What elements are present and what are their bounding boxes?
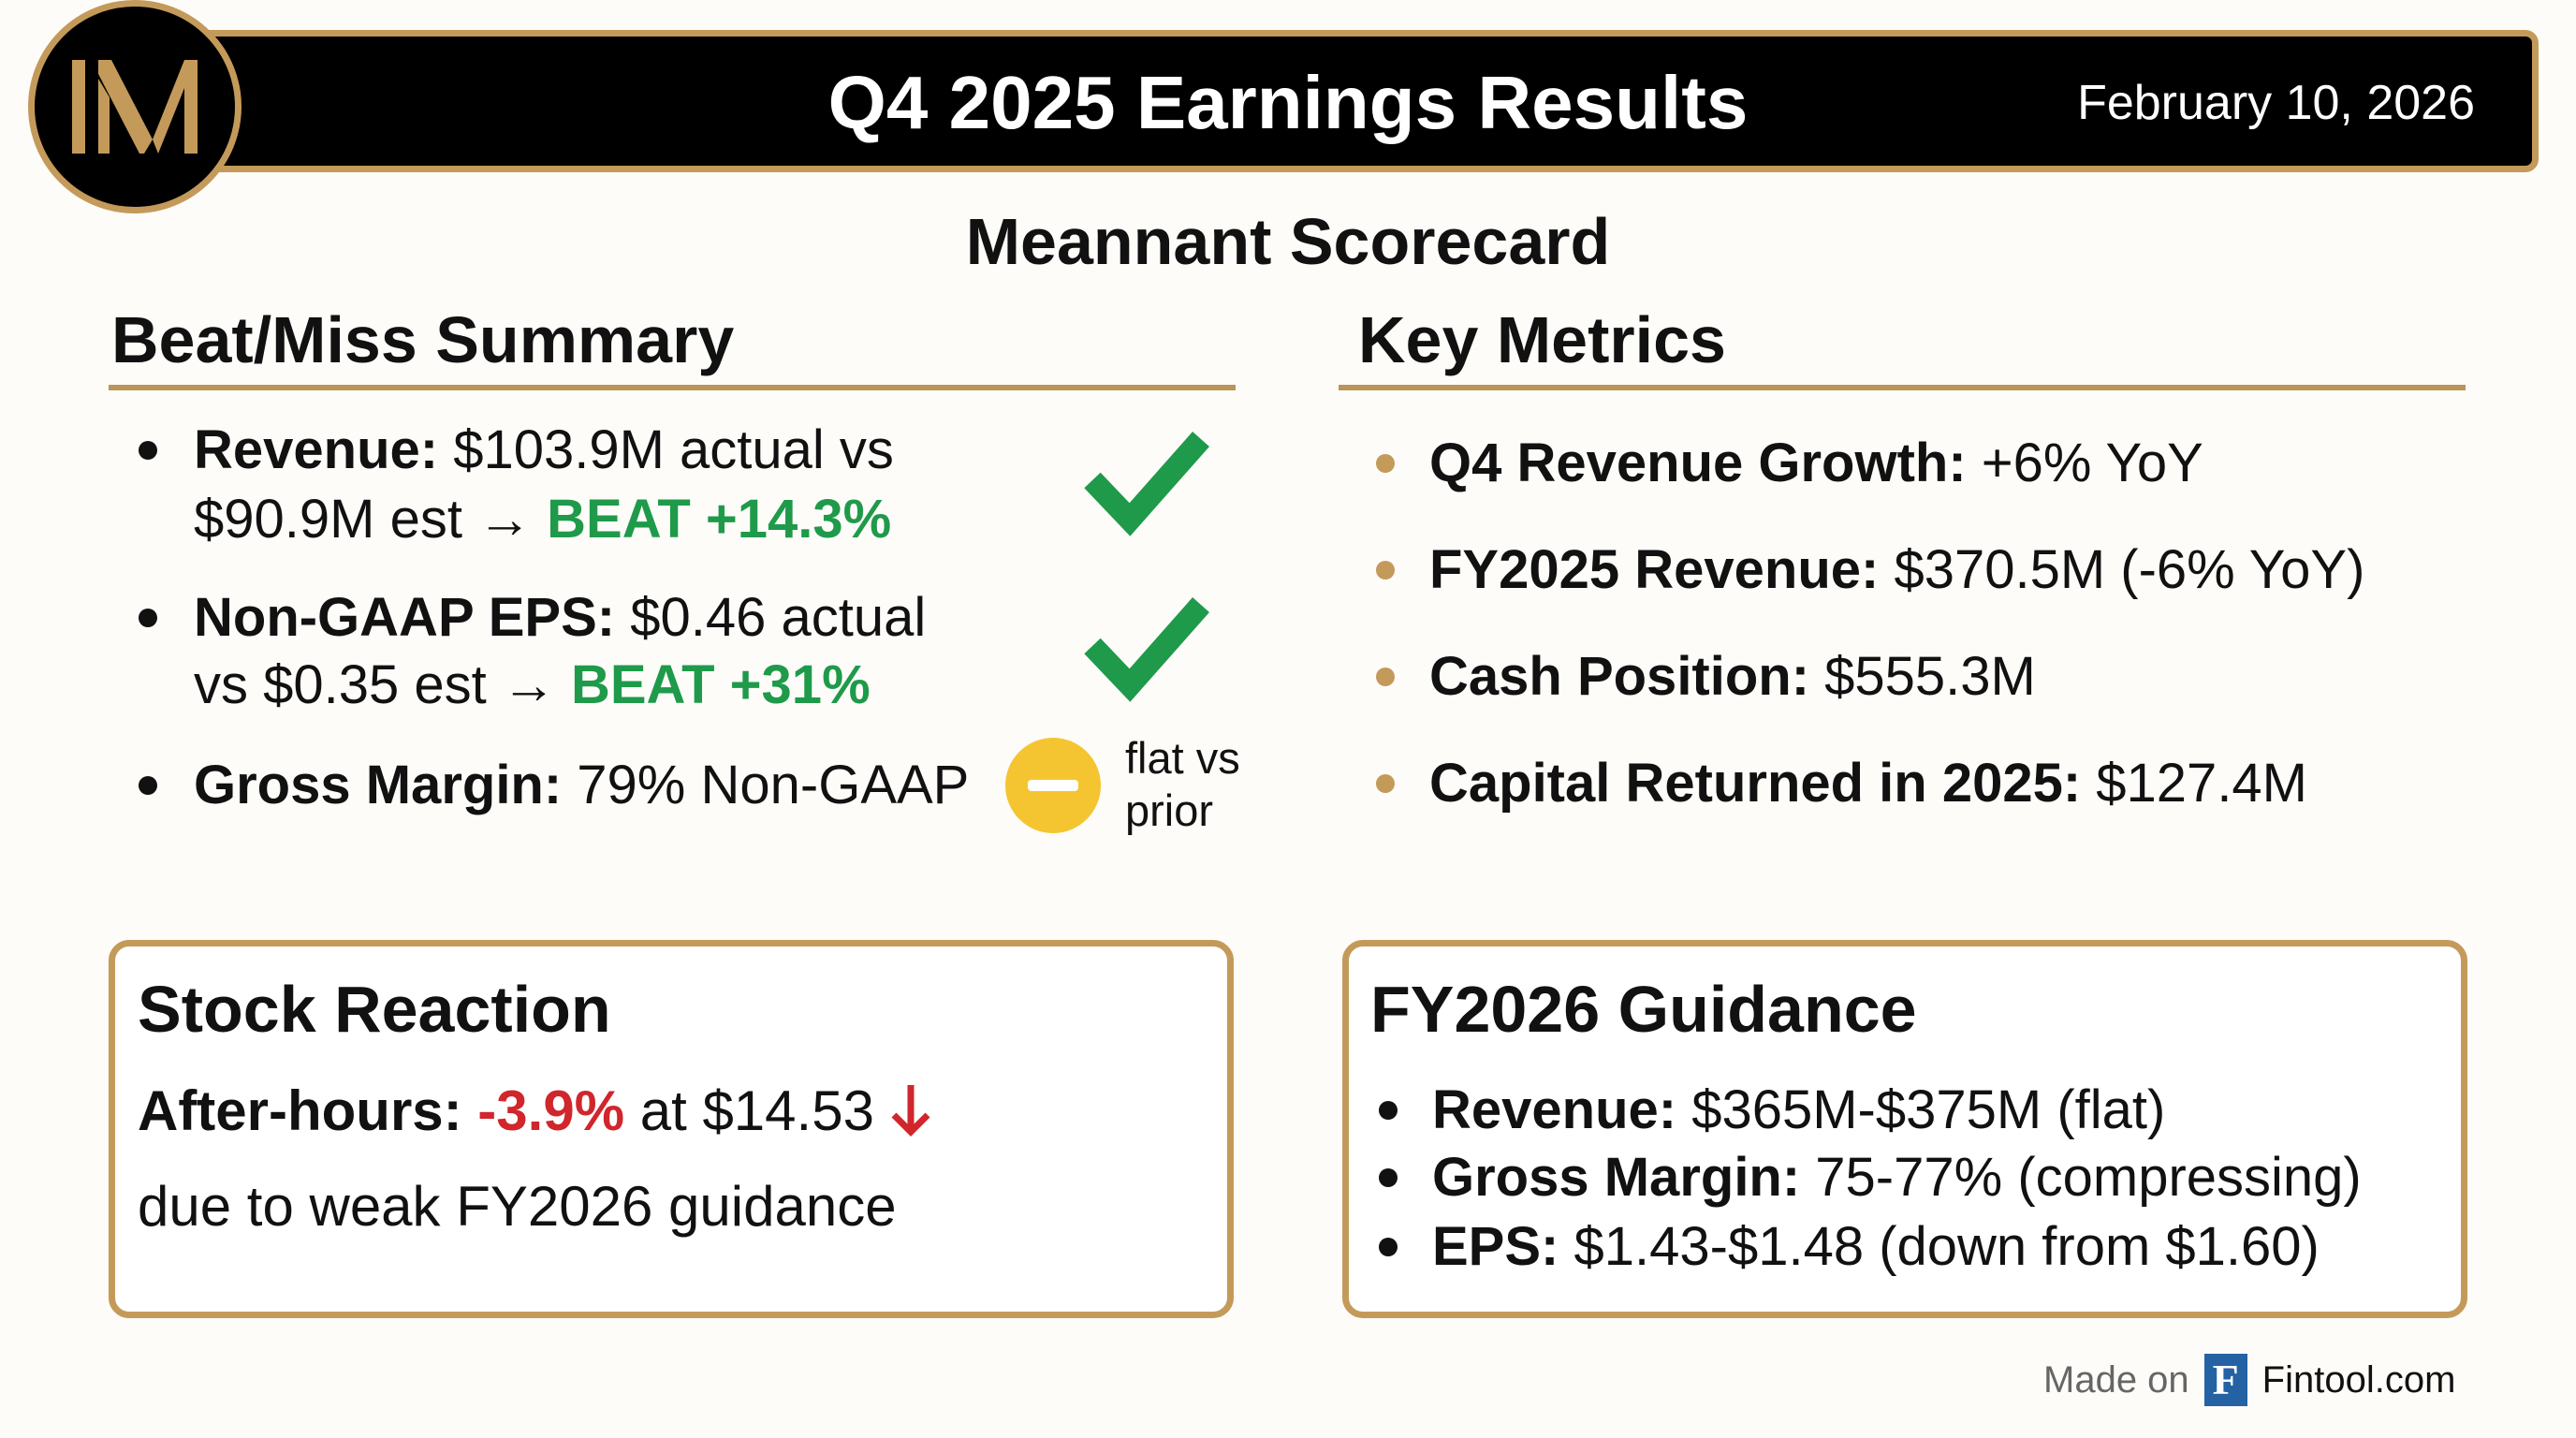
report-date: February 10, 2026 — [2077, 76, 2475, 130]
eps-result: BEAT +31% — [570, 654, 871, 715]
metric-fy-revenue: FY2025 Revenue: $370.5M (-6% YoY) — [1429, 539, 2365, 600]
header-bar — [197, 30, 2539, 172]
bullet — [1379, 1238, 1398, 1256]
divider — [1339, 385, 2466, 390]
made-on-label: Made on — [2043, 1358, 2189, 1401]
company-logo — [28, 0, 242, 213]
logo-icon — [72, 60, 198, 154]
stock-reason: due to weak FY2026 guidance — [138, 1175, 897, 1238]
fintool-link[interactable]: Fintool.com — [2261, 1358, 2456, 1401]
bullet — [139, 776, 157, 795]
revenue-result: BEAT +14.3% — [547, 489, 892, 550]
flat-note: flat vs prior — [1125, 733, 1240, 835]
check-icon — [1084, 597, 1209, 702]
after-hours-line: After-hours: -3.9% at $14.53 — [138, 1078, 931, 1144]
bullet — [1379, 1168, 1398, 1187]
fintool-logo-icon: F — [2203, 1354, 2247, 1406]
bullet — [139, 609, 157, 627]
footer-credit[interactable]: Made on F Fintool.com — [2043, 1354, 2455, 1406]
stock-reaction-heading: Stock Reaction — [138, 973, 611, 1046]
subtitle: Meannant Scorecard — [965, 205, 1611, 278]
eps-line2: vs $0.35 est → BEAT +31% — [194, 654, 871, 715]
bullet — [1379, 1101, 1398, 1120]
eps-line1: Non-GAAP EPS: $0.46 actual — [194, 587, 927, 648]
metric-cash: Cash Position: $555.3M — [1429, 646, 2036, 707]
bullet — [1376, 668, 1395, 686]
page-title: Q4 2025 Earnings Results — [827, 61, 1749, 144]
guidance-heading: FY2026 Guidance — [1370, 973, 1917, 1046]
gross-margin-line: Gross Margin: 79% Non-GAAP — [194, 755, 970, 815]
stock-reaction-card — [109, 940, 1234, 1318]
guidance-eps: EPS: $1.43-$1.48 (down from $1.60) — [1432, 1216, 2320, 1277]
bullet — [1376, 774, 1395, 793]
arrow-down-icon — [891, 1085, 930, 1137]
bullet — [1376, 561, 1395, 580]
bullet — [1376, 454, 1395, 473]
metric-capital-returned: Capital Returned in 2025: $127.4M — [1429, 753, 2307, 814]
beat-miss-heading: Beat/Miss Summary — [111, 303, 735, 376]
metric-q4-growth: Q4 Revenue Growth: +6% YoY — [1429, 433, 2203, 493]
guidance-gross-margin: Gross Margin: 75-77% (compressing) — [1432, 1147, 2362, 1208]
check-icon — [1084, 432, 1209, 536]
flat-icon — [1005, 738, 1101, 833]
guidance-revenue: Revenue: $365M-$375M (flat) — [1432, 1079, 2166, 1140]
key-metrics-heading: Key Metrics — [1358, 303, 1726, 376]
bullet — [139, 441, 157, 460]
guidance-card — [1342, 940, 2467, 1318]
divider — [109, 385, 1236, 390]
revenue-line1: Revenue: $103.9M actual vs — [194, 419, 894, 480]
revenue-line2: $90.9M est → BEAT +14.3% — [194, 489, 892, 550]
